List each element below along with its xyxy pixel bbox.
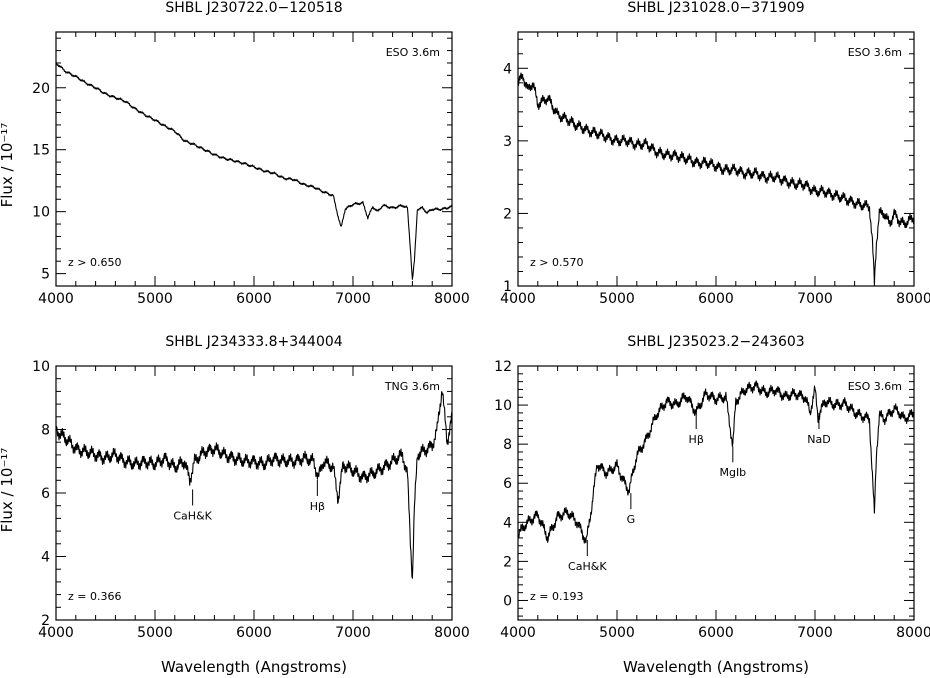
x-axis-label-right: Wavelength (Angstroms) — [623, 658, 809, 676]
x-tick-label: 4000 — [500, 291, 536, 307]
y-tick-label: 10 — [32, 359, 50, 375]
y-tick-label: 15 — [32, 143, 50, 159]
x-tick-label: 5000 — [137, 291, 173, 307]
y-tick-label: 0 — [503, 593, 512, 609]
y-axis-label-top: Flux / 10⁻¹⁷ — [0, 123, 16, 208]
y-tick-label: 4 — [41, 550, 50, 566]
line-marker-label: CaH&K — [568, 560, 607, 573]
y-tick-label: 2 — [503, 554, 512, 570]
line-marker-label: NaD — [807, 433, 830, 446]
x-tick-label: 7000 — [335, 291, 371, 307]
y-tick-label: 12 — [494, 359, 512, 375]
y-tick-label: 6 — [41, 486, 50, 502]
spectrum-line — [55, 62, 453, 280]
panel-1: 4000 5000 6000 7000 8000 5 10 15 20 SHBL J230722.… — [32, 0, 470, 307]
panel-3: 4000 5000 6000 7000 8000 2 4 6 8 10 SHBL J234333.8… — [32, 334, 470, 641]
panel-title: SHBL J234333.8+344004 — [165, 334, 342, 350]
y-tick-label: 10 — [32, 205, 50, 221]
x-tick-label: 5000 — [599, 291, 635, 307]
x-tick-label: 6000 — [698, 625, 734, 641]
spectrum-line — [517, 380, 915, 544]
redshift-label: z > 0.650 — [68, 256, 121, 269]
plot-frame — [517, 31, 915, 287]
x-tick-label: 6000 — [236, 291, 272, 307]
y-tick-label: 10 — [494, 398, 512, 414]
telescope-label: ESO 3.6m — [848, 380, 902, 393]
x-axis-label-left: Wavelength (Angstroms) — [161, 658, 347, 676]
x-tick-label: 5000 — [137, 625, 173, 641]
plot-frame — [55, 31, 453, 287]
y-tick-label: 3 — [503, 134, 512, 150]
x-tick-label: 7000 — [797, 291, 833, 307]
x-tick-label: 7000 — [797, 625, 833, 641]
x-tick-label: 8000 — [896, 291, 930, 307]
redshift-label: z > 0.570 — [530, 256, 583, 269]
x-tick-label: 8000 — [434, 291, 470, 307]
panel-2: 4000 5000 6000 7000 8000 1 2 3 4 SHBL J231028.0−3… — [500, 0, 930, 307]
spectrum-line — [55, 391, 453, 579]
y-tick-label: 2 — [503, 206, 512, 222]
line-marker-label: Hβ — [310, 500, 325, 513]
x-tick-label: 7000 — [335, 625, 371, 641]
y-tick-label: 8 — [41, 423, 50, 439]
telescope-label: ESO 3.6m — [386, 46, 440, 59]
y-tick-label: 20 — [32, 81, 50, 97]
plot-frame — [55, 365, 453, 621]
spectrum-line — [517, 72, 915, 285]
x-tick-label: 6000 — [698, 291, 734, 307]
y-tick-label: 1 — [503, 279, 512, 295]
line-marker-label: Hβ — [689, 433, 704, 446]
x-tick-label: 4000 — [500, 625, 536, 641]
y-tick-label: 5 — [41, 267, 50, 283]
redshift-label: z = 0.366 — [68, 590, 121, 603]
redshift-label: z = 0.193 — [530, 590, 583, 603]
line-marker-label: G — [627, 513, 636, 526]
y-axis-label-bottom: Flux / 10⁻¹⁷ — [0, 448, 16, 533]
panel-title: SHBL J230722.0−120518 — [165, 0, 342, 16]
x-tick-label: 5000 — [599, 625, 635, 641]
x-tick-label: 6000 — [236, 625, 272, 641]
x-tick-label: 4000 — [38, 291, 74, 307]
y-tick-label: 4 — [503, 515, 512, 531]
y-tick-label: 4 — [503, 61, 512, 77]
panel-title: SHBL J235023.2−243603 — [627, 334, 804, 350]
telescope-label: ESO 3.6m — [848, 46, 902, 59]
line-marker-label: CaH&K — [173, 509, 212, 522]
line-marker-label: MgIb — [719, 466, 746, 479]
y-tick-label: 8 — [503, 437, 512, 453]
y-tick-label: 6 — [503, 476, 512, 492]
panel-4: 4000 5000 6000 7000 8000 0 2 4 6 8 10 12 SHBL J23502… — [494, 334, 930, 641]
x-tick-label: 8000 — [434, 625, 470, 641]
panel-title: SHBL J231028.0−371909 — [627, 0, 804, 16]
y-tick-label: 2 — [41, 613, 50, 629]
telescope-label: TNG 3.6m — [384, 380, 440, 393]
x-tick-label: 8000 — [896, 625, 930, 641]
x-tick-label: 4000 — [38, 625, 74, 641]
